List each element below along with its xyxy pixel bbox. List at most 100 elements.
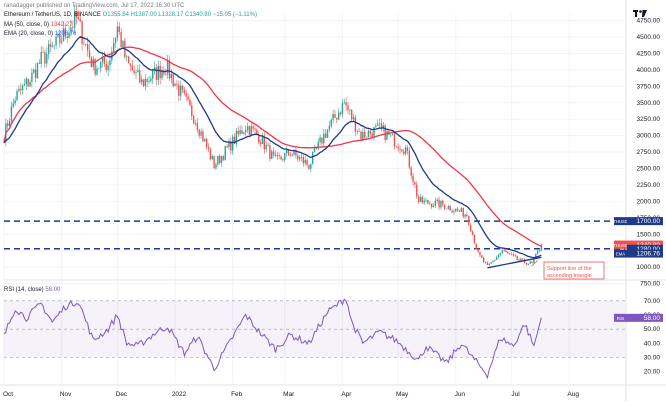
candle-body — [352, 117, 355, 120]
candle-body — [295, 149, 297, 156]
candle-body — [317, 141, 319, 149]
candle-body — [83, 43, 85, 45]
candle-body — [73, 11, 76, 28]
time-tick-label: Jun — [455, 391, 466, 398]
candle-body — [165, 74, 167, 75]
time-tick-label: Dec — [116, 391, 128, 398]
candle-body — [31, 72, 33, 82]
price-tick-label: 1000.00 — [637, 264, 661, 271]
candle-body — [105, 63, 107, 71]
candle-body — [194, 122, 197, 124]
candle-body — [391, 133, 394, 135]
candle-body — [51, 45, 54, 47]
candle-body — [16, 91, 18, 101]
candle-body — [224, 146, 226, 160]
candle-body — [241, 130, 243, 134]
price-tag-value: 1280.00 — [637, 246, 661, 253]
candle-body — [204, 139, 206, 142]
candle-body — [505, 250, 507, 252]
candle-body — [196, 122, 199, 131]
candle-body — [447, 206, 450, 209]
candle-body — [192, 116, 195, 124]
ma-legend: MA (50, close, 0) 1342.27 — [4, 21, 72, 29]
candle-body — [278, 155, 280, 157]
candle-body — [57, 34, 59, 37]
candle-body — [209, 149, 212, 160]
candle-body — [126, 56, 128, 58]
candle-body — [230, 141, 232, 151]
candle-body — [507, 251, 509, 254]
candle-body — [497, 254, 500, 258]
candle-body — [256, 129, 258, 135]
rsi-tick-label: 20.00 — [644, 369, 661, 376]
ohlc-values: O1355.84 H1387.00 L1328.17 C1340.80 −15.… — [102, 12, 257, 18]
rsi-tick-label: 50.00 — [644, 326, 661, 333]
candle-body — [395, 146, 398, 148]
ema-value: 1206.76 — [54, 31, 77, 37]
candle-body — [350, 109, 353, 120]
candle-body — [81, 21, 83, 44]
candle-body — [250, 126, 252, 136]
candle-body — [207, 146, 210, 150]
candle-body — [522, 258, 524, 260]
candle-body — [243, 132, 245, 134]
candle-body — [369, 130, 371, 134]
price-tag-name-box — [614, 217, 627, 226]
candle-body — [380, 123, 383, 128]
candle-body — [44, 52, 46, 64]
candle-body — [254, 128, 256, 130]
candle-body — [142, 79, 145, 87]
candle-body — [103, 56, 106, 64]
candle-body — [425, 199, 427, 201]
candle-body — [66, 36, 68, 38]
rsi-tick-label: 30.00 — [644, 355, 661, 362]
candle-body — [213, 156, 215, 169]
candle-body — [42, 51, 44, 53]
price-tick-label: 750.00 — [640, 281, 660, 288]
price-tick-label: 2000.00 — [637, 198, 661, 205]
candle-body — [62, 28, 65, 42]
candle-body — [319, 137, 321, 142]
candle-body — [484, 262, 487, 263]
candle-body — [520, 258, 522, 261]
candle-body — [135, 72, 137, 74]
candle-body — [408, 150, 411, 168]
annotation-line2: ascending triangle — [547, 273, 592, 279]
candle-body — [263, 135, 265, 150]
time-tick-label: Apr — [341, 391, 352, 398]
candle-body — [133, 70, 135, 74]
candle-body — [300, 157, 303, 158]
candle-body — [8, 120, 11, 127]
candle-body — [378, 123, 381, 124]
price-tag-box — [627, 244, 663, 253]
candle-body — [99, 61, 102, 69]
candle-body — [53, 45, 55, 46]
ma50-line — [3, 46, 542, 247]
candle-body — [86, 44, 89, 51]
candle-body — [178, 84, 180, 96]
candle-body — [152, 70, 154, 79]
candle-body — [336, 117, 338, 120]
candle-body — [92, 58, 94, 68]
tradingview-logo-icon — [633, 10, 647, 17]
rsi-band — [4, 300, 625, 358]
candle-body — [442, 200, 444, 205]
candle-body — [150, 78, 152, 82]
candle-body — [297, 155, 299, 160]
rsi-line — [3, 298, 542, 380]
candle-body — [345, 102, 347, 106]
candle-body — [79, 18, 81, 22]
candle-body — [75, 11, 78, 18]
candle-body — [293, 149, 295, 155]
time-tick-label: 2022 — [172, 391, 187, 398]
candle-body — [231, 136, 234, 151]
candle-body — [406, 147, 409, 151]
candle-body — [96, 68, 98, 75]
candle-body — [466, 214, 468, 217]
candle-body — [47, 44, 50, 55]
candle-body — [492, 260, 494, 263]
candle-body — [390, 134, 392, 136]
candle-body — [451, 210, 453, 213]
candle-body — [315, 147, 318, 149]
rsi-tick-label: 40.00 — [644, 340, 661, 347]
